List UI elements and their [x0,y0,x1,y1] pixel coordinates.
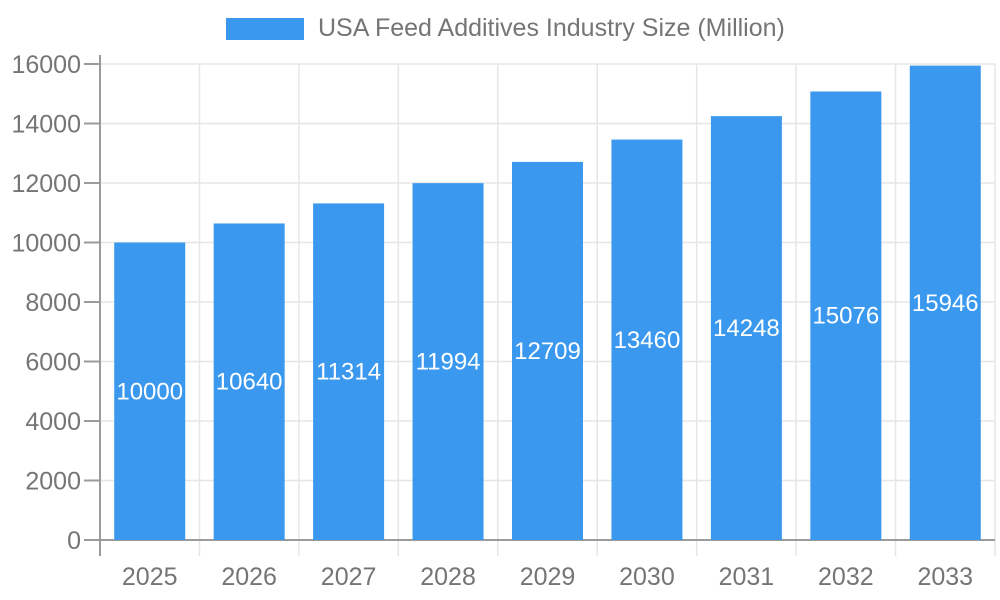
bar-value-label: 10000 [116,378,183,405]
bar [710,116,782,540]
y-axis-label: 14000 [11,111,81,139]
bar-value-label: 15946 [912,290,979,317]
x-axis-label: 2032 [818,563,874,591]
bar [810,91,882,540]
y-axis-label: 6000 [25,349,81,377]
bar-value-label: 11314 [316,359,381,386]
bar-value-label: 14248 [713,315,780,342]
y-axis-label: 0 [67,527,81,555]
y-axis-label: 8000 [25,289,81,317]
bar-value-label: 15076 [812,303,879,330]
legend-item[interactable]: USA Feed Additives Industry Size (Millio… [226,14,785,43]
x-axis-label: 2029 [520,563,576,591]
y-axis-label: 4000 [25,408,81,436]
bar-value-label: 11994 [416,349,481,376]
bar [909,65,981,540]
y-axis-label: 16000 [11,51,81,79]
x-axis-label: 2031 [719,563,775,591]
legend-label: USA Feed Additives Industry Size (Millio… [318,14,785,42]
x-axis-label: 2033 [917,563,973,591]
bar [313,203,385,540]
y-axis-label: 2000 [25,468,81,496]
bar [114,242,186,540]
x-axis-label: 2028 [420,563,476,591]
y-axis-label: 12000 [11,170,81,198]
bar-value-label: 13460 [614,327,681,354]
legend-swatch-icon [226,17,304,40]
x-axis-label: 2025 [122,563,178,591]
x-axis-label: 2026 [221,563,277,591]
bar-value-label: 12709 [514,338,581,365]
x-axis-label: 2027 [321,563,377,591]
bar [213,223,285,540]
bar-value-label: 10640 [216,369,283,396]
bar [611,139,683,540]
bar [512,161,583,540]
y-axis-label: 10000 [11,230,81,258]
x-axis-label: 2030 [619,563,675,591]
bar [412,183,484,540]
